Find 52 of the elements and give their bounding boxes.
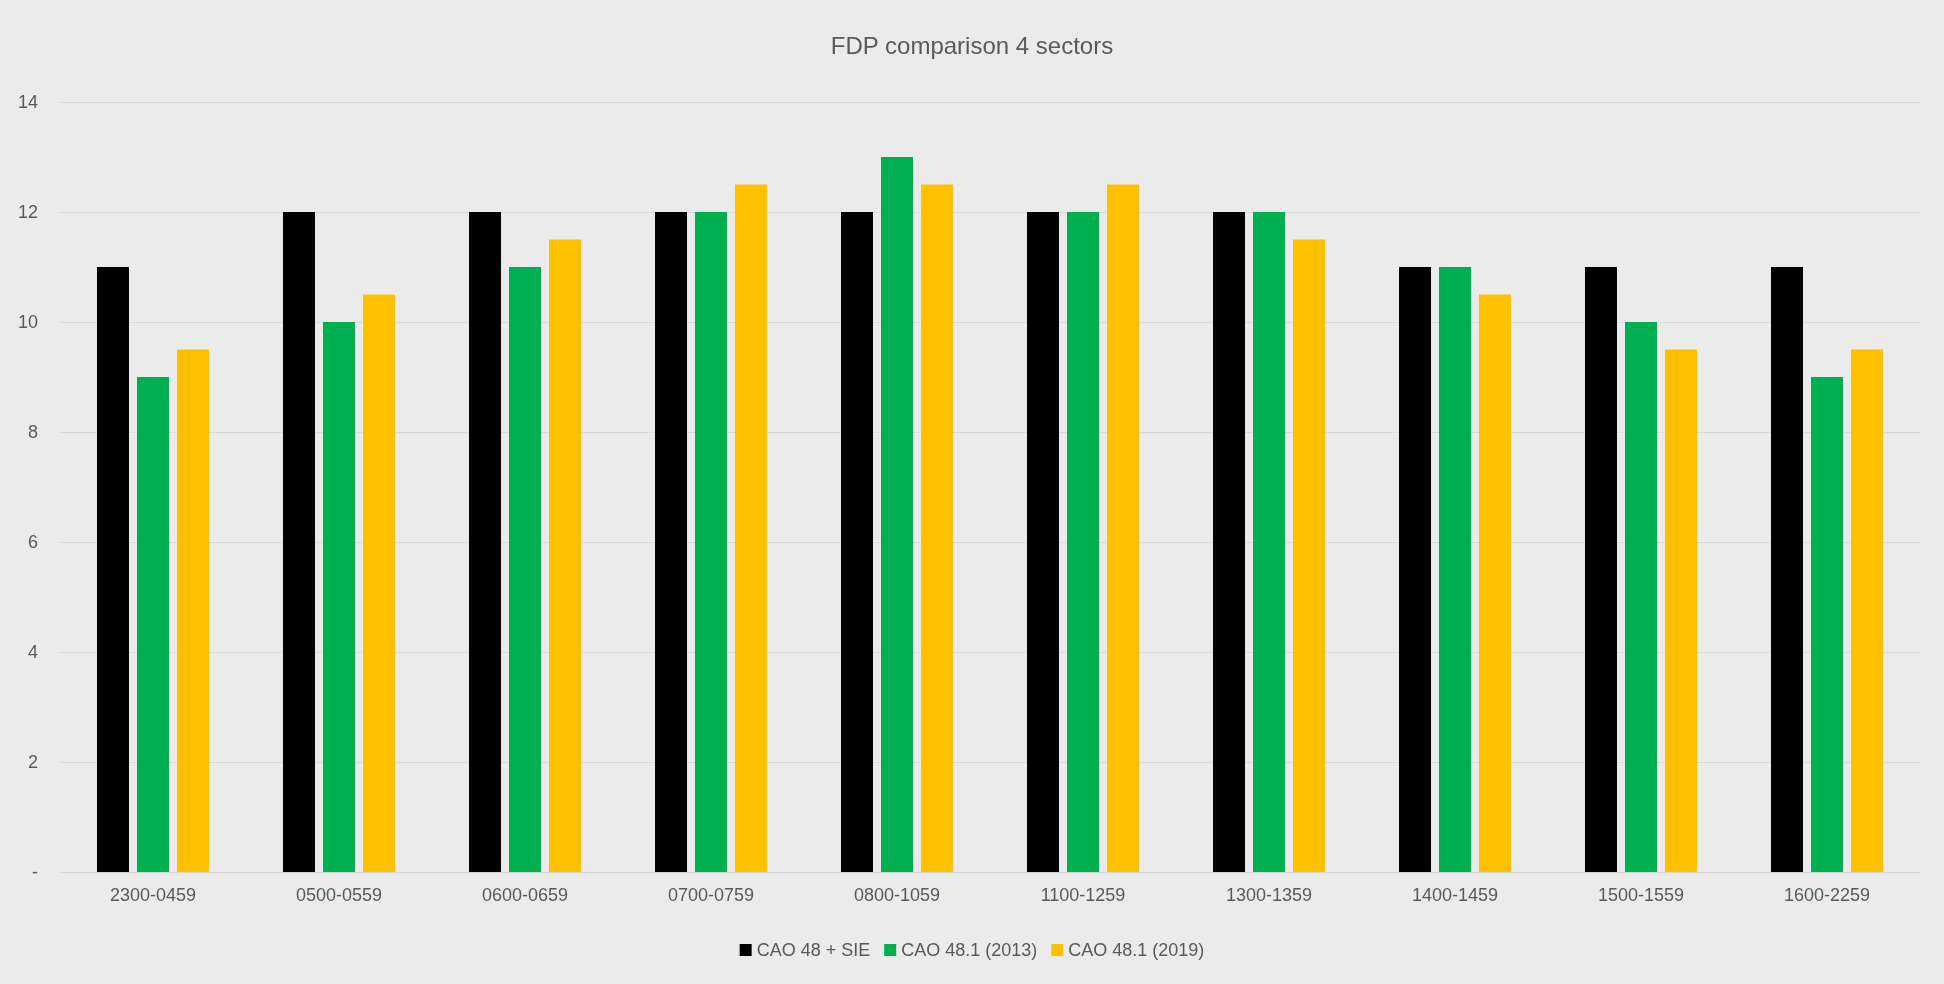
y-tick-label: 12 — [17, 202, 38, 222]
bar — [655, 212, 687, 872]
bar — [549, 239, 581, 872]
x-tick-label: 0600-0659 — [481, 885, 569, 905]
bar — [97, 267, 129, 872]
x-tick-label: 1500-1559 — [1597, 885, 1685, 905]
bar — [1107, 184, 1139, 872]
bar — [1027, 212, 1059, 872]
legend-label: CAO 48 + SIE — [756, 940, 871, 960]
x-tick-label: 1600-2259 — [1783, 885, 1871, 905]
bar — [283, 212, 315, 872]
bar — [1625, 322, 1657, 872]
x-tick-label: 1400-1459 — [1411, 885, 1499, 905]
y-tick-label: 14 — [17, 92, 38, 112]
bar — [1811, 377, 1843, 872]
bar — [1213, 212, 1245, 872]
x-tick-label: 1100-1259 — [1040, 885, 1126, 905]
y-tick-label: 10 — [17, 312, 38, 332]
bar — [1253, 212, 1285, 872]
x-tick-label: 2300-0459 — [109, 885, 197, 905]
y-tick-label: 2 — [27, 752, 38, 772]
bar — [921, 184, 953, 872]
bar — [1067, 212, 1099, 872]
y-tick-label: 6 — [27, 532, 38, 552]
y-tick-label: 4 — [27, 642, 38, 662]
bar — [881, 157, 913, 872]
x-tick-label: 1300-1359 — [1225, 885, 1313, 905]
x-tick-label: 0500-0559 — [295, 885, 383, 905]
legend-label: CAO 48.1 (2013) — [901, 940, 1038, 960]
bar — [1479, 294, 1511, 872]
bar — [1439, 267, 1471, 872]
bar — [363, 294, 395, 872]
bar — [1585, 267, 1617, 872]
bar — [695, 212, 727, 872]
bar — [469, 212, 501, 872]
bar — [1665, 349, 1697, 872]
bar — [323, 322, 355, 872]
chart-title: FDP comparison 4 sectors — [830, 31, 1114, 59]
bar — [1399, 267, 1431, 872]
bar — [1293, 239, 1325, 872]
y-tick-label: - — [32, 862, 38, 882]
y-tick-label: 8 — [27, 422, 38, 442]
bar — [841, 212, 873, 872]
legend-label: CAO 48.1 (2019) — [1068, 940, 1205, 960]
bar — [1771, 267, 1803, 872]
bar — [137, 377, 169, 872]
bar — [735, 184, 767, 872]
bar — [177, 349, 209, 872]
x-tick-label: 0700-0759 — [667, 885, 755, 905]
bar — [1851, 349, 1883, 872]
x-tick-label: 0800-1059 — [853, 885, 941, 905]
bar — [509, 267, 541, 872]
